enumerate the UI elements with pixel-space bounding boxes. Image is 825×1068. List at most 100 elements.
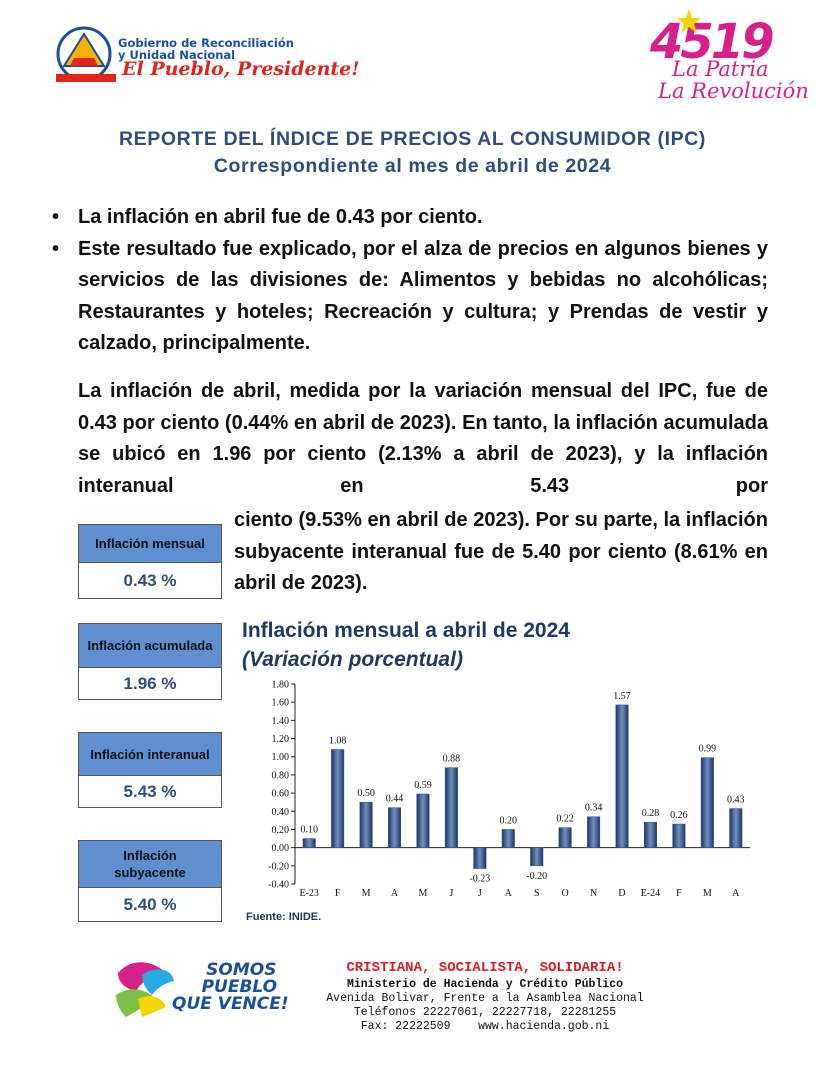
logo-slogan: El Pueblo, Presidente! <box>122 58 360 80</box>
logo-right-text: La Patria La Revolución <box>658 57 809 102</box>
indicator-box: Inflación acumulada 1.96 % <box>78 623 222 700</box>
bar <box>359 801 373 848</box>
chart-subtitle: (Variación porcentual) <box>242 648 463 671</box>
value-label: -0.23 <box>469 874 490 885</box>
logo-line: QUE VENCE! <box>172 994 289 1014</box>
y-tick-label: 0.00 <box>272 843 290 854</box>
footer-logo-text: SOMOS PUEBLO QUE VENCE! <box>172 962 289 1013</box>
value-label: 0.44 <box>386 794 404 805</box>
value-label: 0.26 <box>670 810 688 821</box>
title: REPORTE DEL ÍNDICE DE PRECIOS AL CONSUMI… <box>118 128 706 150</box>
logo-line: Gobierno de Reconciliación <box>118 36 294 50</box>
source: Fuente: INIDE. <box>246 911 322 923</box>
x-tick-label: S <box>534 888 540 899</box>
value-label: 0.10 <box>300 825 318 836</box>
bar <box>473 847 487 869</box>
footer-web: www.hacienda.gob.ni <box>478 1020 610 1033</box>
bar <box>700 757 714 848</box>
bar <box>388 807 402 848</box>
logo-line: y Unidad Nacional <box>118 48 236 62</box>
bar <box>643 821 657 848</box>
y-tick-label: 0.40 <box>272 807 290 818</box>
x-tick-label: A <box>732 888 740 899</box>
bar <box>444 767 458 848</box>
value-label: 0.50 <box>357 788 375 799</box>
bar <box>729 808 743 848</box>
y-tick-label: 1.20 <box>272 734 290 745</box>
box-value: 0.43 % <box>79 563 221 598</box>
x-tick-label: E-23 <box>299 888 318 899</box>
footer-logo <box>116 962 174 1017</box>
value-label: 1.08 <box>329 735 347 746</box>
footer-address: Avenida Bolivar, Frente a la Asamblea Na… <box>326 992 644 1005</box>
paragraph: La inflación de abril, medida por la var… <box>78 380 768 497</box>
logo-line: SOMOS <box>206 960 277 980</box>
subtitle: Correspondiente al mes de abril de 2024 <box>213 155 612 177</box>
value-label: 0.34 <box>585 803 603 814</box>
logo-line: La Patria <box>672 57 769 81</box>
y-tick-label: 1.00 <box>272 752 290 763</box>
bar <box>587 816 601 848</box>
value-label: 0.28 <box>642 808 660 819</box>
value-label: 0.22 <box>556 814 574 825</box>
x-tick-label: F <box>676 888 682 899</box>
box-label: Inflación acumulada <box>79 624 221 668</box>
bar <box>558 827 572 848</box>
value-label: 0.88 <box>443 754 461 765</box>
x-tick-label: A <box>505 888 513 899</box>
y-tick-label: 0.20 <box>272 825 290 836</box>
value-label: 0.43 <box>727 795 745 806</box>
bar <box>416 793 430 848</box>
value-label: 0.20 <box>500 815 518 826</box>
footer-fax: Fax: 22222509 <box>360 1020 451 1033</box>
indicator-box: Inflación subyacente 5.40 % <box>78 840 222 922</box>
logo-right-number: 4519 <box>650 14 775 70</box>
box-value: 5.40 % <box>79 888 221 921</box>
y-tick-label: 1.40 <box>272 716 290 727</box>
y-tick-label: 0.80 <box>272 770 290 781</box>
y-tick-label: 1.80 <box>272 680 290 691</box>
bar <box>331 749 345 848</box>
x-tick-label: M <box>362 888 371 899</box>
box-label: Inflación subyacente <box>79 841 221 888</box>
y-tick-label: 1.60 <box>272 698 290 709</box>
logo-star <box>677 9 701 33</box>
chart: -0.40 -0.20 0.00 0.20 0.40 0.60 0.80 1.00 1.20 1.… <box>268 680 750 899</box>
box-label: Inflación interanual <box>79 733 221 776</box>
logo-left-text: Gobierno de Reconciliación y Unidad Naci… <box>118 37 294 61</box>
x-tick-label: M <box>419 888 428 899</box>
logo-left <box>56 26 116 82</box>
logo-line: La Revolución <box>658 79 809 103</box>
bar <box>530 847 544 867</box>
footer-phones: Teléfonos 22227061, 22227718, 22281255 <box>353 1006 617 1019</box>
bullet-list: La inflación en abril fue de 0.43 por ci… <box>52 202 768 360</box>
x-tick-label: D <box>618 888 625 899</box>
bar <box>615 704 629 848</box>
chart-title: Inflación mensual a abril de 2024 <box>242 619 570 642</box>
x-tick-label: J <box>478 888 482 899</box>
x-tick-label: E-24 <box>641 888 660 899</box>
value-label: 0.99 <box>699 744 717 755</box>
paragraph: ciento (9.53% en abril de 2023). Por su … <box>234 509 768 594</box>
indicator-box: Inflación mensual 0.43 % <box>78 524 222 599</box>
footer-ministry: Ministerio de Hacienda y Crédito Público <box>346 978 624 991</box>
y-tick-label: 0.60 <box>272 789 290 800</box>
x-tick-label: N <box>590 888 597 899</box>
x-tick-label: A <box>391 888 399 899</box>
footer-motto: CRISTIANA, SOCIALISTA, SOLIDARIA! <box>346 960 624 976</box>
indicator-box: Inflación interanual 5.43 % <box>78 732 222 808</box>
value-label: -0.20 <box>526 871 547 882</box>
x-tick-label: O <box>562 888 569 899</box>
y-tick-label: -0.20 <box>268 861 289 872</box>
bullet: Este resultado fue explicado, por el alz… <box>52 234 768 360</box>
value-label: 0.59 <box>414 780 432 791</box>
x-tick-label: F <box>335 888 341 899</box>
bar <box>501 829 515 848</box>
footer-contact: Fax: 22222509 www.hacienda.gob.ni <box>300 1020 670 1034</box>
x-tick-label: M <box>703 888 712 899</box>
value-label: 1.57 <box>613 691 631 702</box>
bar <box>672 823 686 848</box>
bullet: La inflación en abril fue de 0.43 por ci… <box>52 202 768 234</box>
box-value: 5.43 % <box>79 776 221 807</box>
